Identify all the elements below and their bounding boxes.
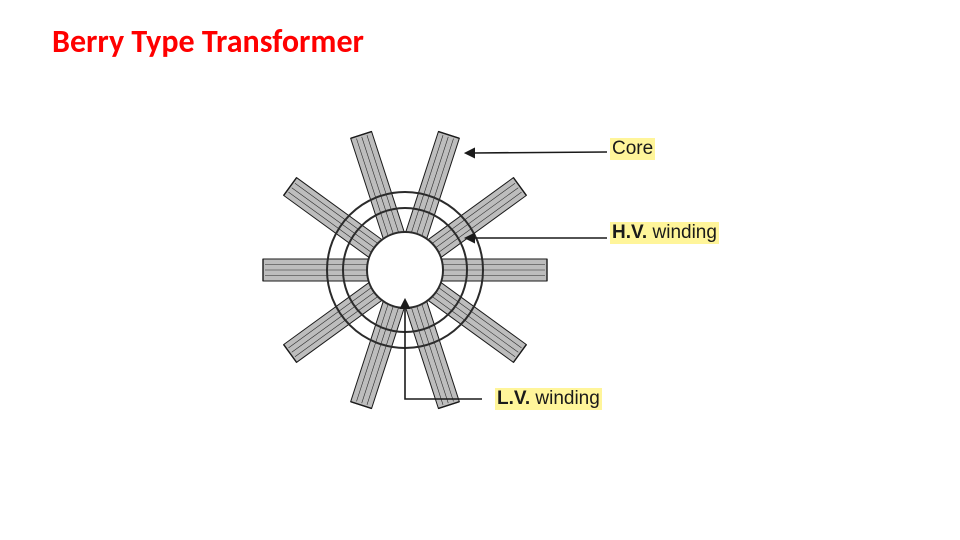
label-core-text: Core [612, 138, 653, 159]
label-lv-text: winding [535, 388, 599, 409]
label-hv-prefix: H.V. [612, 222, 653, 243]
label-lv-prefix: L.V. [497, 388, 535, 409]
label-core: Core [610, 138, 655, 160]
label-hv-winding: H.V. winding [610, 222, 719, 244]
page-title: Berry Type Transformer [52, 22, 364, 61]
label-lv-winding: L.V. winding [495, 388, 602, 410]
label-hv-text: winding [653, 222, 717, 243]
